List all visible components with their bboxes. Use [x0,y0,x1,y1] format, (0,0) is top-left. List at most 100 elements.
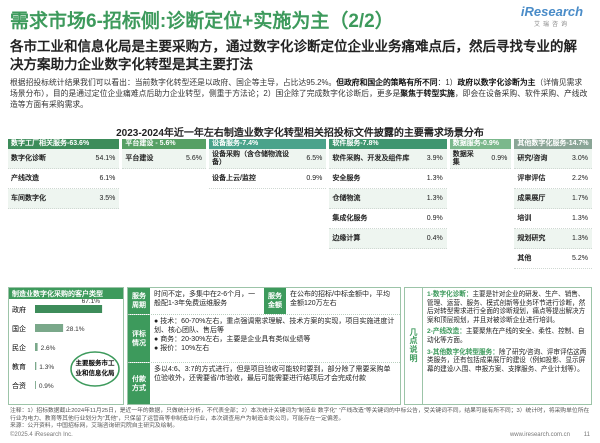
item-value: 1.7% [572,195,588,202]
item-value: 1.3% [426,195,443,202]
note-title: 1-数字化诊断： [427,291,473,298]
note-item: 1-数字化诊断：主要是针对企业的研发、生产、销售、管理、运营、服务、模式创新等业… [427,291,587,325]
source-text: 来源：公开资料，中国招标网，艾瑞咨询研究院自主研究及绘制。 [10,423,179,429]
row-label: 评标情况 [128,315,150,362]
summary: 各市工业和信息化局是主要采购方，通过数字化诊断定位企业业务痛难点后，然后寻找专业… [10,39,577,72]
value-label: 28.1% [66,326,85,333]
bar [35,305,103,313]
service-row: 付款方式 多以4:6、3:7的方式进行，但是项目验收可能较时要到，部分除了需要采… [128,363,400,404]
item-value: 1.3% [572,215,588,222]
category-label: 教育 [12,362,26,371]
intro-text: ，即会在设备采购、软件采购、产线改造等方面有采购需求。 [10,89,588,109]
footnote-text: 注释：1）招标数据截止2024年11月25日，是近一年的数据，只做统计分析，不代… [10,408,590,422]
row-text: ● 技术：60-70%左右，重点强调需求理解、技术方案的实现，项目实施进度计划、… [150,315,400,362]
row-text: 多以4:6、3:7的方式进行，但是项目验收可能较时要到，部分除了需要采购单位验收… [154,366,391,382]
item-value: 0.9% [426,215,443,222]
group-header: 软件服务-7.8% [329,139,447,149]
category-label: 国企 [12,324,26,333]
note-text: 主要是针对企业的研发、生产、销售、管理、运营、服务、模式创新等业务环节进行诊断，… [427,291,586,324]
site: www.iresearch.com.cn [509,432,570,438]
item-label: 培训 [517,214,532,222]
page-number: 11 [583,432,590,438]
item-label: 产线改造 [11,174,39,182]
value-label: 67.1% [82,299,101,305]
intro-text: （详情见需求场景分布），目的是通过定位企业痛难点后助力企业转型，侧重于方法论；2… [10,78,583,98]
item-value: 0.4% [426,235,443,242]
notes-body: 1-数字化诊断：主要是针对企业的研发、生产、销售、管理、运营、服务、模式创新等业… [423,288,591,404]
copyright: ©2025.4 iResearch Inc. [10,432,73,438]
annotation: 主要服务市工业和信息化局 [76,358,116,377]
table-row: 产线改造 6.1% [8,169,120,189]
table-row: 其他 5.2% [514,249,592,269]
intro-text: ：1） [437,78,458,87]
table-row: 设备上云/监控 0.9% [208,169,327,189]
table-row: 研究/咨询 3.0% [514,149,592,169]
note-text: 除了研究/咨询、评审评估这两类服务，还有包括成果展厅的建设（例如投影、显示屏幕的… [427,348,587,373]
logo: iResearch 艾瑞咨询 [516,4,588,28]
bar [35,381,36,389]
item-value: 0.9% [491,155,508,162]
value-label: 0.9% [39,383,54,390]
table-row: 车间数字化 3.5% [8,189,120,209]
category-label: 政府 [12,305,26,314]
customer-chart-panel: 制造业数字化采购的客户类型 政府 67.1% 国企 28.1% 民企 2.6% 教育 1.3%… [8,287,124,405]
table-group: 平台建设 - 5.6% 平台建设 5.6% [122,139,206,283]
table-row: 仓储物流 1.3% [329,189,447,209]
item-label: 研究/咨询 [517,154,548,162]
group-header: 其他数字化服务-14.7% [514,139,592,149]
intro-text: 政府以数字化诊断为主 [457,78,536,87]
item-label: 安全服务 [332,174,361,182]
item-label: 软件采购、开发及组件库 [332,154,410,162]
table-row: 设备采购（含仓储物流设备） 6.5% [208,149,327,169]
item-value: 6.1% [99,175,116,182]
item-label: 平台建设 [125,154,154,162]
annotation-circle [70,351,120,387]
intro-text: 但政府和国企的策略有所不同 [336,78,438,87]
item-value: 2.2% [572,175,588,182]
item-value: 1.3% [426,175,443,182]
table-group: 数字工厂相关服务-63.6% 数字化诊断 54.1% 产线改造 6.1% 车间数字化 3.5… [8,139,120,283]
item-label: 数据采集 [452,150,474,166]
item-label: 成果展厅 [517,194,546,202]
item-label: 设备上云/监控 [211,174,256,182]
footnote: 注释：1）招标数据截止2024年11月25日，是近一年的数据，只做统计分析，不代… [10,408,590,431]
item-value: 0.9% [306,175,323,182]
service-row: 评标情况 ● 技术：60-70%左右，重点强调需求理解、技术方案的实现，项目实施… [128,315,400,363]
row-label: 服务金额 [264,288,286,314]
bar [35,324,64,332]
table-row: 安全服务 1.3% [329,169,447,189]
value-label: 2.6% [41,345,56,352]
item-value: 5.2% [572,255,588,262]
scene-table: 数字工厂相关服务-63.6% 数字化诊断 54.1% 产线改造 6.1% 车间数字化 3.5… [8,139,592,283]
item-label: 设备采购（含仓储物流设备） [211,150,289,166]
note-title: 2-产线改造： [427,328,466,336]
table-group: 数据服务-0.9% 数据采集 0.9% [449,139,512,283]
score-item: ● 报价：10%左右 [154,345,210,352]
table-row: 平台建设 5.6% [122,149,206,169]
category-label: 合资 [12,381,26,390]
item-label: 评审评估 [517,174,546,182]
item-label: 规划研究 [517,234,546,242]
service-panel: 服务周期 时间不定，多集中在2-6个月，一般配1-3年免费运维服务 服务金额 在… [127,287,401,405]
item-label: 仓储物流 [332,194,361,202]
item-value: 5.6% [186,155,202,162]
row-text: 在公布的招标/中标金额中，平均金额120万左右 [290,291,390,307]
table-row: 培训 1.3% [514,209,592,229]
group-header: 设备服务-7.4% [208,139,327,149]
table-row: 数据采集 0.9% [449,149,512,169]
score-item: ● 商务：20-30%左右，主要是企业具有类似业绩等 [154,336,311,343]
item-label: 集成化服务 [332,214,368,222]
item-value: 3.9% [426,155,443,162]
row-label: 付款方式 [128,363,150,404]
service-row: 服务周期 时间不定，多集中在2-6个月，一般配1-3年免费运维服务 服务金额 在… [128,288,400,315]
bar [35,343,38,351]
footer: ©2025.4 iResearch Inc. www.iresearch.com… [10,432,590,438]
page-title: 需求市场6-招标侧:诊断定位+实施为主（2/2） [10,11,394,32]
logo-text: iResearch [520,4,584,19]
item-value: 3.0% [572,155,588,162]
table-row: 成果展厅 1.7% [514,189,592,209]
item-label: 边缘计算 [332,234,361,242]
item-value: 3.5% [99,195,116,202]
group-header: 平台建设 - 5.6% [122,139,206,149]
